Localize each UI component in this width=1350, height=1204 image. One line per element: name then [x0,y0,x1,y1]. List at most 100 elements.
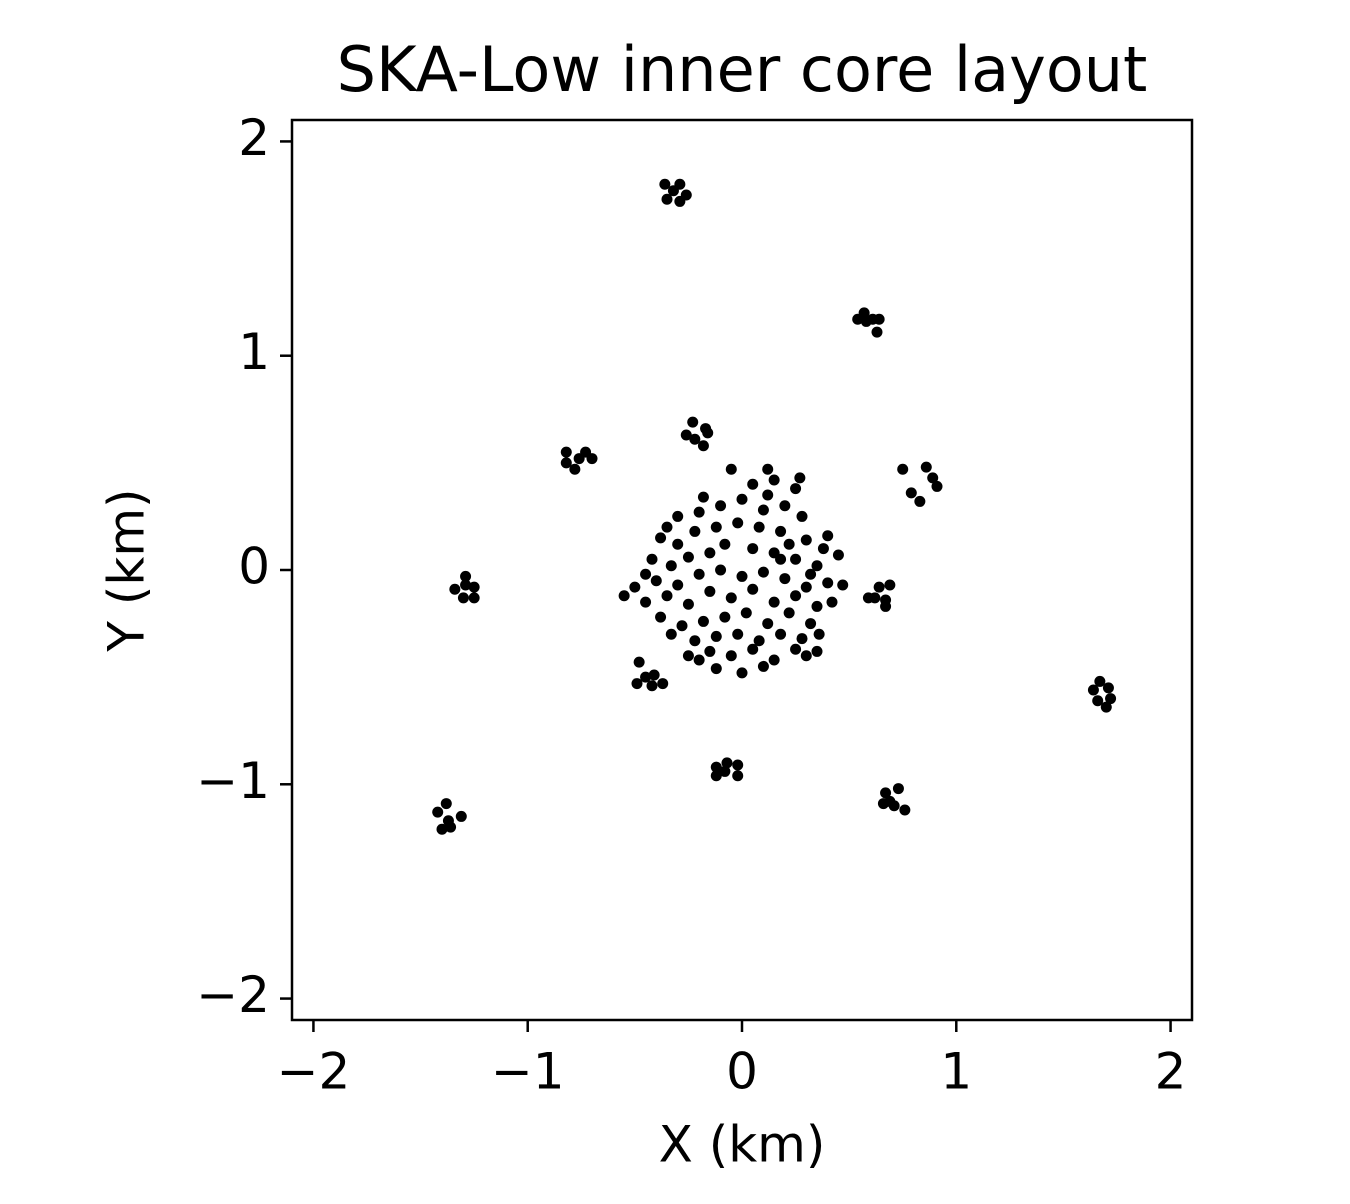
station-point [757,504,769,516]
station-point [665,628,677,640]
station-point [633,656,645,668]
station-point [680,429,692,441]
station-point [560,457,572,469]
station-point [740,607,752,619]
station-point [719,538,731,550]
station-point [721,757,733,769]
station-point [768,596,780,608]
station-point [873,581,885,593]
station-point [796,510,808,522]
plot-frame [290,118,1194,1022]
y-tick-label: 2 [238,109,270,167]
station-point [715,564,727,576]
station-point [775,525,787,537]
station-point [790,483,802,495]
station-point [1087,684,1099,696]
station-point [884,795,896,807]
station-point [631,678,643,690]
station-point [897,463,909,475]
station-point [719,611,731,623]
station-point [790,590,802,602]
station-point [736,570,748,582]
station-point [682,650,694,662]
station-point [697,491,709,503]
station-point [747,543,759,555]
x-tick-label: 1 [940,1043,972,1101]
station-point [689,635,701,647]
station-point [768,474,780,486]
station-point [693,568,705,580]
station-point [914,495,926,507]
x-tick-label: 0 [726,1043,758,1101]
x-axis-label: X (km) [659,1116,826,1174]
x-tick-label: −2 [277,1043,351,1101]
station-point [460,579,472,591]
station-point [927,472,939,484]
station-point [640,568,652,580]
station-point [800,581,812,593]
station-point [586,453,598,465]
station-point [457,592,469,604]
station-point [657,678,669,690]
station-point [805,618,817,630]
station-point [573,453,585,465]
station-point [800,534,812,546]
station-point [1092,695,1104,707]
station-point [569,463,581,475]
station-point [920,461,932,473]
station-point [796,633,808,645]
y-tick-label: 1 [238,323,270,381]
station-point [665,560,677,572]
station-point [710,630,722,642]
station-point [753,635,765,647]
station-point [757,566,769,578]
station-point [689,433,701,445]
station-point [747,583,759,595]
station-point [687,416,699,428]
station-point [905,487,917,499]
station-point [811,645,823,657]
station-point [710,521,722,533]
station-point [697,615,709,627]
station-point [468,581,480,593]
station-point [661,193,673,205]
station-point [697,440,709,452]
station-point [682,598,694,610]
station-point [732,770,744,782]
station-point [618,590,630,602]
station-point [1102,682,1114,694]
station-point [783,538,795,550]
station-point [732,759,744,771]
station-point [719,765,731,777]
station-point [661,521,673,533]
station-point [432,806,444,818]
station-point [871,326,883,338]
station-point [704,547,716,559]
station-point [704,585,716,597]
station-point [794,472,806,484]
station-point [449,583,461,595]
station-point [822,530,834,542]
station-point [560,446,572,458]
station-point [672,538,684,550]
station-point [736,667,748,679]
station-point [710,761,722,773]
station-point [837,579,849,591]
station-point [445,821,457,833]
station-point [757,660,769,672]
station-point [710,770,722,782]
y-axis-label: Y (km) [98,488,156,652]
station-point [725,463,737,475]
station-point [747,478,759,490]
station-point [655,532,667,544]
station-point [648,669,660,681]
station-point [655,611,667,623]
y-tick-label: 0 [238,538,270,596]
station-point [693,654,705,666]
station-point [725,592,737,604]
station-point [468,592,480,604]
station-point [805,568,817,580]
station-point [676,620,688,632]
station-point [790,643,802,655]
